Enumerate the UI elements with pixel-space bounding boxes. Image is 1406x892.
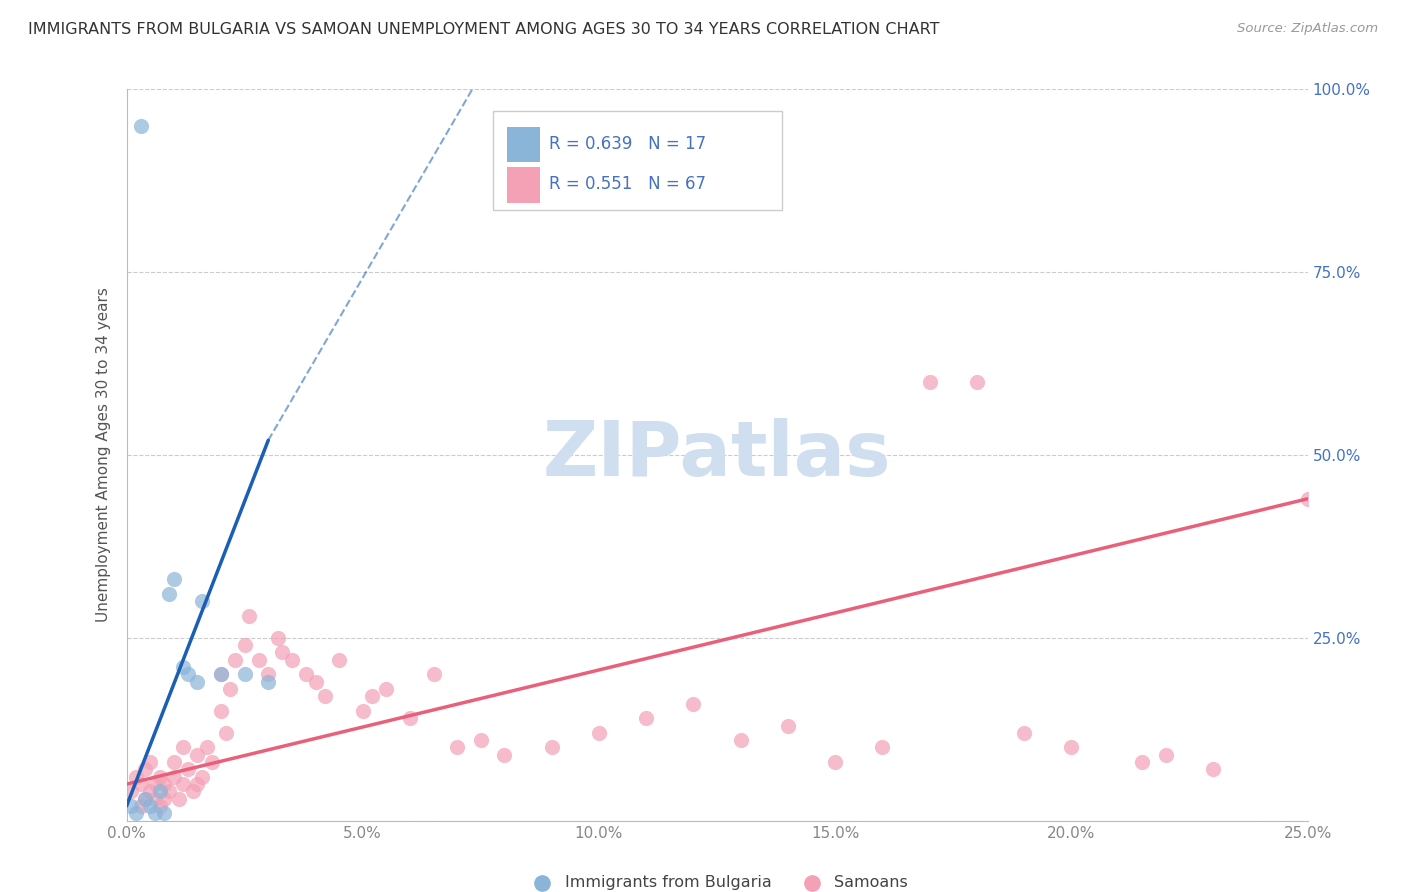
Point	[224, 653, 246, 667]
Point	[238, 608, 260, 623]
Text: ZIPatlas: ZIPatlas	[543, 418, 891, 491]
Point	[966, 375, 988, 389]
Point	[191, 770, 214, 784]
Point	[271, 645, 294, 659]
Point	[636, 711, 658, 725]
Text: R = 0.551   N = 67: R = 0.551 N = 67	[550, 176, 706, 194]
Point	[776, 718, 799, 732]
Point	[157, 587, 180, 601]
Point	[267, 631, 290, 645]
Point	[153, 806, 176, 821]
Point	[186, 747, 208, 762]
Point	[304, 674, 326, 689]
Point	[181, 784, 204, 798]
Point	[399, 711, 422, 725]
Point	[352, 704, 374, 718]
Point	[200, 755, 222, 769]
Point	[1130, 755, 1153, 769]
FancyBboxPatch shape	[492, 112, 782, 210]
Point	[149, 770, 172, 784]
Point	[446, 740, 468, 755]
Point	[167, 791, 190, 805]
Point	[209, 667, 232, 681]
Point	[824, 755, 846, 769]
Point	[918, 375, 941, 389]
Point	[153, 791, 176, 805]
Point	[172, 740, 194, 755]
Point	[328, 653, 350, 667]
Point	[134, 791, 156, 805]
Point	[281, 653, 304, 667]
Point	[139, 755, 162, 769]
Point	[730, 733, 752, 747]
FancyBboxPatch shape	[506, 128, 540, 162]
Point	[219, 681, 242, 696]
Legend: Immigrants from Bulgaria, Samoans: Immigrants from Bulgaria, Samoans	[520, 869, 914, 892]
Point	[134, 763, 156, 777]
Point	[494, 747, 516, 762]
Point	[143, 806, 166, 821]
Point	[125, 806, 148, 821]
Point	[422, 667, 444, 681]
Point	[295, 667, 318, 681]
Point	[120, 784, 142, 798]
Point	[157, 784, 180, 798]
Point	[125, 770, 148, 784]
Point	[163, 755, 186, 769]
Text: IMMIGRANTS FROM BULGARIA VS SAMOAN UNEMPLOYMENT AMONG AGES 30 TO 34 YEARS CORREL: IMMIGRANTS FROM BULGARIA VS SAMOAN UNEMP…	[28, 22, 939, 37]
Point	[191, 594, 214, 608]
Point	[143, 791, 166, 805]
Point	[247, 653, 270, 667]
Point	[172, 660, 194, 674]
Text: R = 0.639   N = 17: R = 0.639 N = 17	[550, 135, 706, 153]
Point	[209, 704, 232, 718]
Point	[186, 674, 208, 689]
Point	[470, 733, 492, 747]
Point	[195, 740, 218, 755]
Point	[375, 681, 398, 696]
Point	[172, 777, 194, 791]
Point	[139, 799, 162, 814]
Point	[163, 572, 186, 586]
Point	[163, 770, 186, 784]
Point	[209, 667, 232, 681]
Y-axis label: Unemployment Among Ages 30 to 34 years: Unemployment Among Ages 30 to 34 years	[96, 287, 111, 623]
Point	[588, 726, 610, 740]
Point	[233, 667, 256, 681]
Text: Source: ZipAtlas.com: Source: ZipAtlas.com	[1237, 22, 1378, 36]
Point	[540, 740, 562, 755]
Point	[134, 791, 156, 805]
Point	[177, 667, 200, 681]
Point	[129, 799, 152, 814]
Point	[129, 777, 152, 791]
Point	[1202, 763, 1225, 777]
Point	[149, 799, 172, 814]
Point	[872, 740, 894, 755]
Point	[1296, 491, 1319, 506]
Point	[1060, 740, 1083, 755]
Point	[177, 763, 200, 777]
Point	[257, 674, 280, 689]
Point	[153, 777, 176, 791]
Point	[186, 777, 208, 791]
Point	[215, 726, 238, 740]
Point	[233, 638, 256, 652]
Point	[1154, 747, 1177, 762]
Point	[120, 799, 142, 814]
FancyBboxPatch shape	[506, 168, 540, 202]
Point	[257, 667, 280, 681]
Point	[361, 690, 384, 704]
Point	[139, 784, 162, 798]
Point	[314, 690, 336, 704]
Point	[129, 119, 152, 133]
Point	[149, 784, 172, 798]
Point	[1012, 726, 1035, 740]
Point	[682, 697, 704, 711]
Point	[143, 777, 166, 791]
